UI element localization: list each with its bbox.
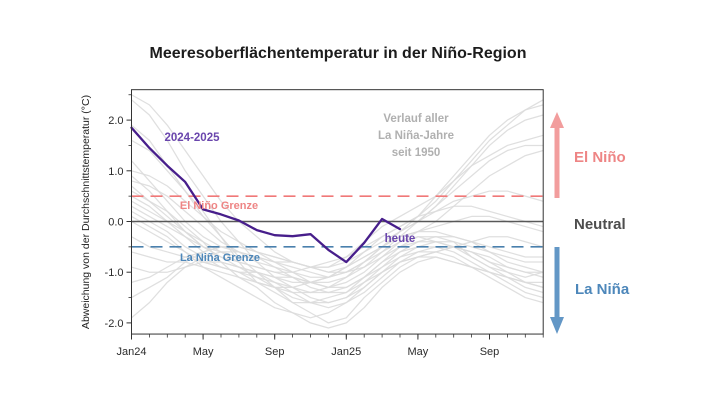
- history-line: [131, 215, 544, 319]
- la-nina-history-lines: [131, 94, 544, 329]
- history-line: [131, 236, 544, 299]
- history-note-line-2: La Niña-Jahre: [378, 130, 454, 142]
- history-line: [131, 246, 544, 309]
- history-note-line-1: Verlauf aller: [383, 113, 449, 125]
- y-tick-label: 1.0: [108, 166, 123, 178]
- side-label-neutral: Neutral: [574, 216, 626, 233]
- el-nino-up-arrow-icon: [550, 112, 564, 198]
- history-line: [131, 210, 544, 304]
- el-nino-threshold-label: El Niño Grenze: [180, 200, 258, 212]
- x-tick-label: Sep: [480, 346, 500, 358]
- series-line-2024-2025: [130, 126, 402, 264]
- y-tick-label: -1.0: [105, 267, 124, 279]
- x-tick-label: Jan24: [117, 346, 147, 358]
- y-axis-label: Abweichung von der Durchschnittstemperat…: [80, 95, 92, 329]
- history-line: [131, 205, 544, 289]
- page-title: Meeresoberflächentemperatur in der Niño-…: [150, 45, 527, 62]
- y-tick-label: -2.0: [105, 318, 124, 330]
- y-tick-label: 0.0: [108, 217, 123, 229]
- x-tick-label: Jan25: [331, 346, 361, 358]
- series-label-2024-2025: 2024-2025: [165, 132, 221, 144]
- side-label-la-nina: La Niña: [575, 281, 630, 298]
- today-label: heute: [385, 233, 416, 245]
- history-line: [131, 246, 544, 304]
- reference-lines: [131, 195, 544, 248]
- history-line: [131, 205, 544, 278]
- plot-border: [131, 89, 544, 335]
- plot-frame: [131, 89, 544, 335]
- current-season-line: [130, 126, 402, 264]
- x-tick-label: Sep: [265, 346, 285, 358]
- history-line: [131, 94, 544, 268]
- y-tick-label: 2.0: [108, 115, 123, 127]
- history-line: [131, 236, 544, 319]
- history-line: [131, 190, 544, 273]
- side-label-el-nino: El Niño: [574, 149, 626, 166]
- la-nina-threshold-label: La Niña Grenze: [180, 252, 260, 264]
- history-line: [131, 124, 544, 324]
- axis-ticks: 2.0 1.0 0.0 -1.0 -2.0 Jan24 May Sep Jan25 May Sep: [105, 94, 544, 358]
- history-line: [131, 134, 544, 268]
- history-line: [131, 185, 544, 289]
- history-line: [131, 114, 544, 283]
- x-tick-label: May: [193, 346, 214, 358]
- history-note-line-3: seit 1950: [392, 147, 441, 159]
- x-tick-label: May: [408, 346, 429, 358]
- history-line: [131, 190, 544, 329]
- history-line: [131, 144, 544, 283]
- la-nina-down-arrow-icon: [550, 247, 564, 334]
